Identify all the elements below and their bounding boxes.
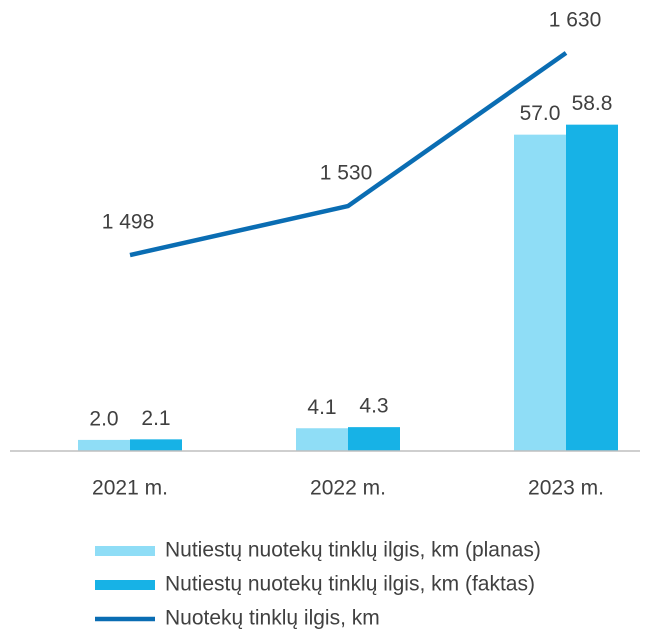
legend-label: Nutiestų nuotekų tinklų ilgis, km (plana…: [165, 539, 541, 562]
bar-label: 4.3: [359, 395, 388, 418]
bar: [566, 124, 618, 451]
legend-label: Nuotekų tinklų ilgis, km: [165, 607, 380, 630]
legend-swatch: [95, 580, 155, 590]
line: [129, 51, 568, 258]
x-tick-label: 2022 m.: [310, 477, 386, 500]
bar-label: 58.8: [572, 92, 613, 115]
bar: [348, 427, 400, 451]
bar-label: 4.1: [307, 396, 336, 419]
bar-label: 2.0: [89, 407, 118, 430]
legend-label: Nutiestų nuotekų tinklų ilgis, km (fakta…: [165, 573, 535, 596]
bar: [130, 439, 182, 451]
bar: [514, 134, 566, 451]
legend-swatch: [95, 546, 155, 556]
bar-label: 57.0: [520, 102, 561, 125]
line-label: 1 530: [320, 162, 373, 185]
bar: [296, 428, 348, 451]
x-tick-label: 2021 m.: [92, 477, 168, 500]
x-tick-label: 2023 m.: [528, 477, 604, 500]
line-label: 1 630: [549, 8, 602, 31]
line-label: 1 498: [102, 211, 155, 234]
bar: [78, 439, 130, 451]
bar-label: 2.1: [141, 407, 170, 430]
